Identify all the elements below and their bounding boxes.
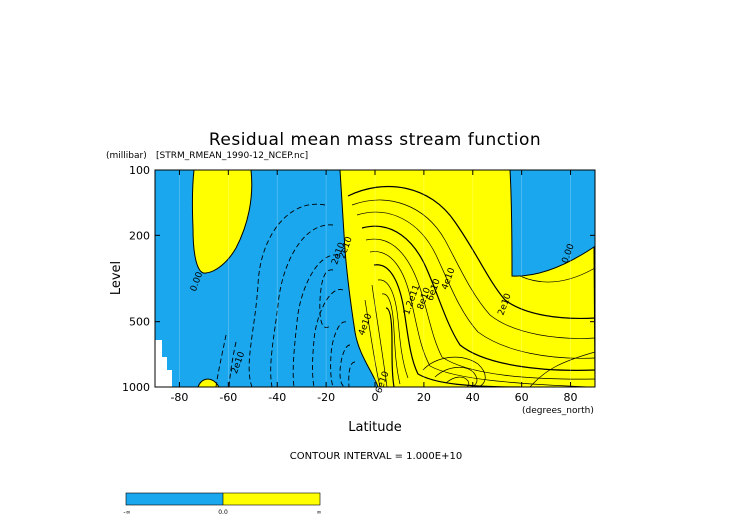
negative-contours: [215, 203, 356, 387]
x-tick-label: 80: [564, 391, 578, 404]
missing-data-area: [155, 340, 172, 387]
y-tick-label: 500: [129, 316, 150, 329]
colorbar: -∞ 0.0 ∞: [123, 492, 322, 516]
x-tick-label: 60: [515, 391, 529, 404]
y-tick-label: 100: [129, 164, 150, 177]
x-tick-label: -40: [268, 391, 286, 404]
colorbar-label-max: ∞: [317, 509, 322, 516]
x-units-label: (degrees_north): [522, 406, 594, 416]
chart-title: Residual mean mass stream function: [209, 130, 541, 150]
x-axis-label: Latitude: [348, 420, 402, 435]
chart-subtitle: [STRM_RMEAN_1990-12_NCEP.nc]: [156, 151, 308, 161]
positive-region-main: [339, 170, 595, 387]
x-tick-label: 20: [417, 391, 431, 404]
y-units-label: (millibar): [106, 151, 147, 161]
x-axis: -80 -60 -40 -20 0 20 40 60 80: [170, 170, 578, 404]
y-tick-label: 1000: [122, 381, 150, 394]
y-axis: 100 200 500 1000: [122, 164, 595, 394]
colorbar-positive: [223, 493, 320, 505]
positive-contours: [347, 185, 595, 387]
x-tick-label: 40: [466, 391, 480, 404]
contour-interval-note: CONTOUR INTERVAL = 1.000E+10: [290, 451, 462, 462]
grid: [179, 170, 571, 387]
x-tick-label: -60: [219, 391, 237, 404]
colorbar-label-zero: 0.0: [218, 509, 228, 516]
y-axis-label: Level: [109, 261, 124, 295]
plot-area: [155, 170, 595, 387]
positive-region-sh-upper: [191, 170, 253, 274]
colorbar-negative: [126, 493, 223, 505]
x-tick-label: -80: [170, 391, 188, 404]
colorbar-label-min: -∞: [123, 509, 130, 516]
y-tick-label: 200: [129, 229, 150, 242]
x-tick-label: 0: [372, 391, 379, 404]
x-tick-label: -20: [317, 391, 335, 404]
